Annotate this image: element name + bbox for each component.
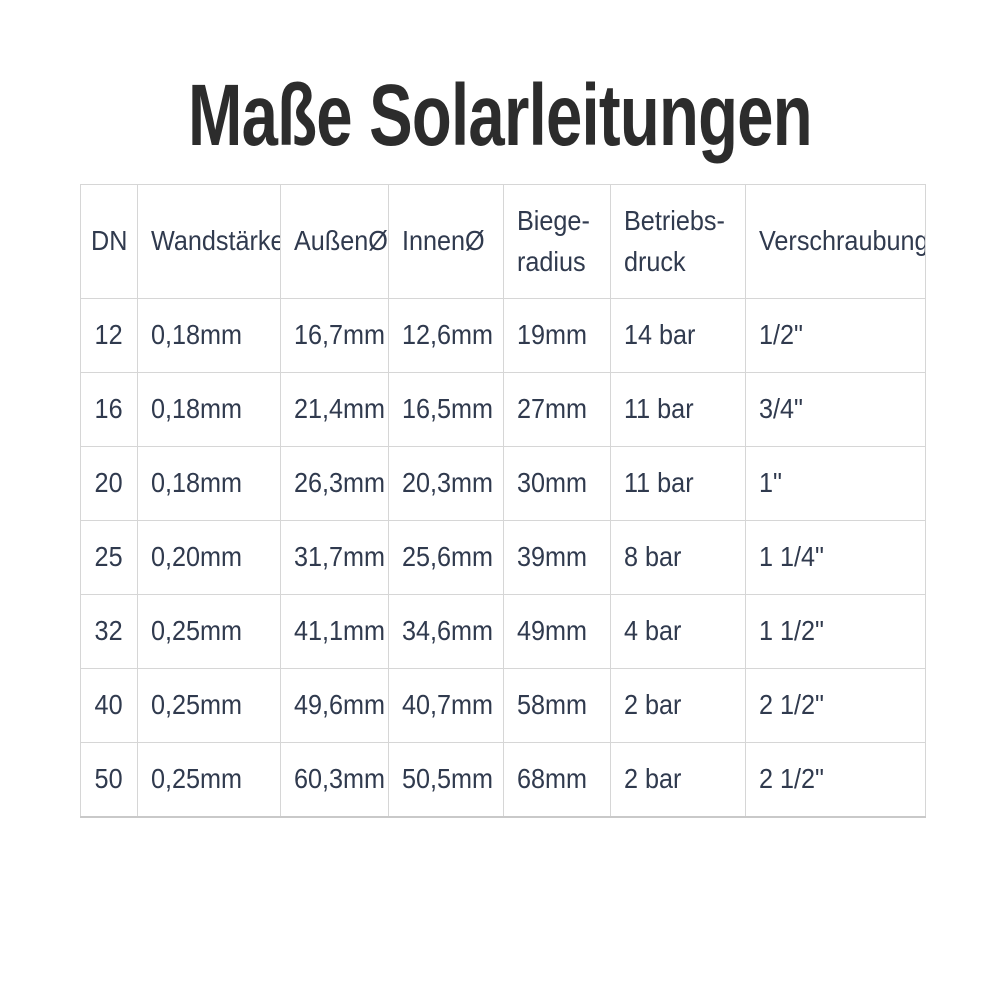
table-cell: 0,18mm bbox=[137, 298, 281, 373]
table-cell: 34,6mm bbox=[388, 594, 504, 669]
table-cell: 21,4mm bbox=[280, 372, 389, 447]
table-cell: 25 bbox=[80, 520, 138, 595]
column-header-verschraubung: Verschraubung bbox=[745, 184, 926, 299]
table-cell: 41,1mm bbox=[280, 594, 389, 669]
column-header-betriebsdruck: Betriebs- druck bbox=[610, 184, 746, 299]
table-cell: 40,7mm bbox=[388, 668, 504, 743]
table-cell: 0,25mm bbox=[137, 742, 281, 818]
table-cell: 8 bar bbox=[610, 520, 746, 595]
table-cell: 0,25mm bbox=[137, 668, 281, 743]
table-row-dn32: 32 0,25mm 41,1mm 34,6mm 49mm 4 bar 1 1/2… bbox=[80, 594, 926, 669]
table-cell: 27mm bbox=[503, 372, 611, 447]
table-cell: 1 1/4" bbox=[745, 520, 926, 595]
table-cell: 16,7mm bbox=[280, 298, 389, 373]
table-cell: 0,18mm bbox=[137, 446, 281, 521]
table-cell: 49mm bbox=[503, 594, 611, 669]
table-cell: 11 bar bbox=[610, 372, 746, 447]
table-cell: 58mm bbox=[503, 668, 611, 743]
table-cell: 12 bbox=[80, 298, 138, 373]
table-cell: 19mm bbox=[503, 298, 611, 373]
table-cell: 1" bbox=[745, 446, 926, 521]
table-cell: 32 bbox=[80, 594, 138, 669]
table-row-dn16: 16 0,18mm 21,4mm 16,5mm 27mm 11 bar 3/4" bbox=[80, 372, 926, 447]
table-cell: 49,6mm bbox=[280, 668, 389, 743]
table-cell: 39mm bbox=[503, 520, 611, 595]
table-cell: 1 1/2" bbox=[745, 594, 926, 669]
table-cell: 1/2" bbox=[745, 298, 926, 373]
table-cell: 14 bar bbox=[610, 298, 746, 373]
page-title: Maße Solarleitungen bbox=[0, 72, 1000, 159]
table-header-row: DN Wandstärke AußenØ InnenØ Biege- radiu… bbox=[80, 184, 926, 299]
table-cell: 50 bbox=[80, 742, 138, 818]
table-cell: 2 bar bbox=[610, 668, 746, 743]
table-cell: 16,5mm bbox=[388, 372, 504, 447]
table-cell: 4 bar bbox=[610, 594, 746, 669]
table-row-dn12: 12 0,18mm 16,7mm 12,6mm 19mm 14 bar 1/2" bbox=[80, 298, 926, 373]
table-cell: 11 bar bbox=[610, 446, 746, 521]
table-cell: 0,18mm bbox=[137, 372, 281, 447]
table-cell: 2 1/2" bbox=[745, 742, 926, 818]
column-header-aussendurchmesser: AußenØ bbox=[280, 184, 389, 299]
table-row-dn20: 20 0,18mm 26,3mm 20,3mm 30mm 11 bar 1" bbox=[80, 446, 926, 521]
table-cell: 20 bbox=[80, 446, 138, 521]
page-title-text: Maße Solarleitungen bbox=[188, 67, 813, 164]
table-cell: 20,3mm bbox=[388, 446, 504, 521]
column-header-dn: DN bbox=[80, 184, 138, 299]
table-row-dn40: 40 0,25mm 49,6mm 40,7mm 58mm 2 bar 2 1/2… bbox=[80, 668, 926, 743]
column-header-wandstaerke: Wandstärke bbox=[137, 184, 281, 299]
table-cell: 12,6mm bbox=[388, 298, 504, 373]
table-cell: 2 1/2" bbox=[745, 668, 926, 743]
table-row-dn25: 25 0,20mm 31,7mm 25,6mm 39mm 8 bar 1 1/4… bbox=[80, 520, 926, 595]
table-cell: 40 bbox=[80, 668, 138, 743]
table-cell: 2 bar bbox=[610, 742, 746, 818]
table-cell: 30mm bbox=[503, 446, 611, 521]
table-cell: 25,6mm bbox=[388, 520, 504, 595]
table-cell: 50,5mm bbox=[388, 742, 504, 818]
solar-pipe-dimensions-table: DN Wandstärke AußenØ InnenØ Biege- radiu… bbox=[80, 184, 926, 818]
table-cell: 68mm bbox=[503, 742, 611, 818]
table-cell: 0,20mm bbox=[137, 520, 281, 595]
table-cell: 3/4" bbox=[745, 372, 926, 447]
table-cell: 31,7mm bbox=[280, 520, 389, 595]
table-cell: 26,3mm bbox=[280, 446, 389, 521]
table-cell: 0,25mm bbox=[137, 594, 281, 669]
table-cell: 16 bbox=[80, 372, 138, 447]
column-header-biegeradius: Biege- radius bbox=[503, 184, 611, 299]
column-header-innendurchmesser: InnenØ bbox=[388, 184, 504, 299]
table-row-dn50: 50 0,25mm 60,3mm 50,5mm 68mm 2 bar 2 1/2… bbox=[80, 742, 926, 818]
table-cell: 60,3mm bbox=[280, 742, 389, 818]
